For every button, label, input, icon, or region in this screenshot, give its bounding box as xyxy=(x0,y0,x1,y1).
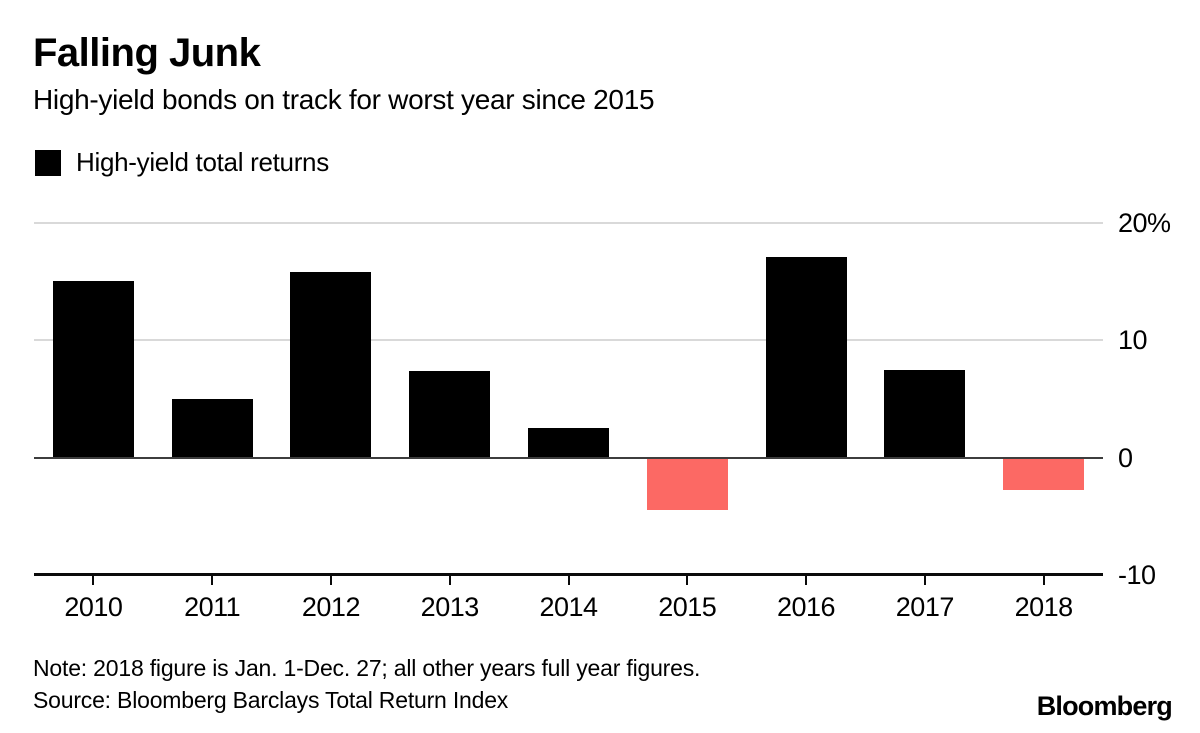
legend-label: High-yield total returns xyxy=(76,147,329,177)
bar-2014 xyxy=(528,428,609,458)
x-tick-2016 xyxy=(805,576,808,585)
x-tick-2011 xyxy=(211,576,214,585)
chart-title: Falling Junk xyxy=(33,31,261,75)
bar-2017 xyxy=(884,369,966,458)
x-label-2016: 2016 xyxy=(777,592,836,622)
bar-2010 xyxy=(52,280,134,458)
x-tick-2013 xyxy=(448,576,451,585)
x-label-2013: 2013 xyxy=(420,592,480,622)
y-label-20: 20% xyxy=(1118,208,1171,239)
legend: High-yield total returns xyxy=(35,147,329,178)
bloomberg-logo: Bloomberg xyxy=(1036,691,1173,721)
x-tick-2014 xyxy=(567,576,570,585)
x-tick-2010 xyxy=(92,576,95,585)
x-axis-line xyxy=(34,573,1103,576)
x-label-2014: 2014 xyxy=(539,592,598,622)
legend-swatch-icon xyxy=(35,149,61,176)
x-label-2010: 2010 xyxy=(64,592,123,622)
x-label-2018: 2018 xyxy=(1014,592,1074,622)
footnote: Note: 2018 figure is Jan. 1-Dec. 27; all… xyxy=(33,655,701,681)
bar-2011 xyxy=(171,398,253,458)
y-label-10: 10 xyxy=(1118,325,1148,356)
x-tick-2018 xyxy=(1042,576,1045,585)
x-label-2017: 2017 xyxy=(895,592,955,622)
chart-subtitle: High-yield bonds on track for worst year… xyxy=(33,84,655,115)
y-label-0: 0 xyxy=(1118,442,1133,473)
source-credit: Source: Bloomberg Barclays Total Return … xyxy=(33,687,509,713)
bar-2015 xyxy=(646,457,728,511)
x-label-2012: 2012 xyxy=(301,592,361,622)
gridline-20 xyxy=(34,222,1103,225)
y-label--10: -10 xyxy=(1118,559,1156,590)
bar-2018 xyxy=(1003,457,1085,491)
x-tick-2015 xyxy=(686,576,689,585)
x-tick-2012 xyxy=(329,576,332,585)
gridline-10 xyxy=(34,339,1103,342)
bar-2016 xyxy=(765,257,847,458)
bar-2013 xyxy=(409,370,491,458)
zero-line xyxy=(34,456,1103,459)
x-label-2015: 2015 xyxy=(658,592,717,622)
x-label-2011: 2011 xyxy=(184,592,241,622)
x-tick-2017 xyxy=(923,576,926,585)
bar-2012 xyxy=(290,272,372,458)
